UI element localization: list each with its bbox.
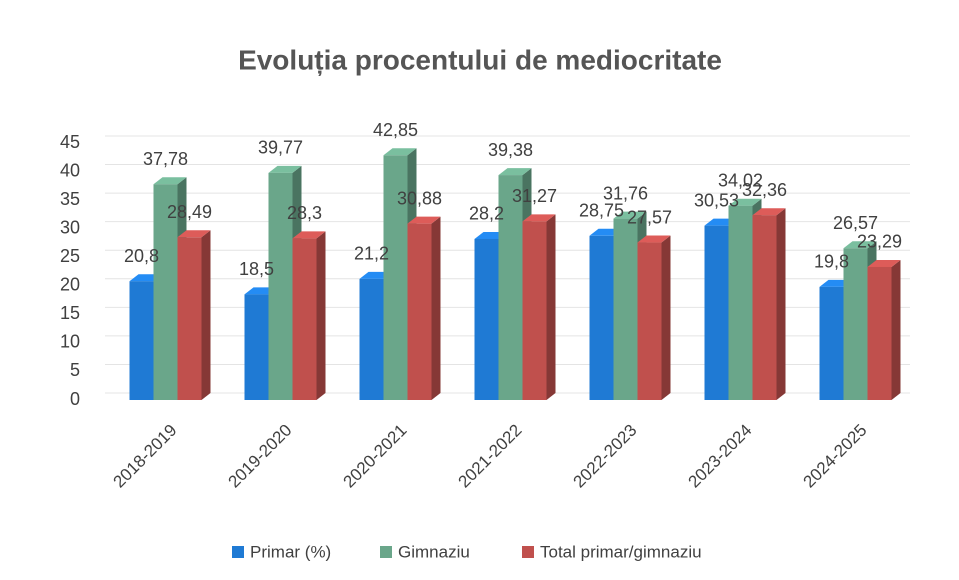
legend-swatch [380, 546, 392, 558]
data-label: 39,38 [488, 140, 533, 160]
bar [867, 266, 892, 400]
bar [843, 248, 868, 400]
legend-swatch [232, 546, 244, 558]
bar [129, 281, 154, 400]
bar [498, 175, 523, 400]
bar [177, 237, 202, 400]
y-tick-label: 20 [60, 275, 80, 295]
bar [407, 223, 432, 400]
bar-side [201, 230, 211, 400]
bar [819, 286, 844, 400]
bar [637, 242, 662, 400]
bar-top [292, 231, 326, 239]
bar [752, 215, 777, 400]
bar-side [431, 216, 441, 400]
data-label: 26,57 [833, 213, 878, 233]
bar-side [891, 259, 901, 400]
data-label: 30,88 [397, 188, 442, 208]
bar [359, 278, 384, 400]
bar [589, 235, 614, 400]
bar-side [546, 214, 556, 400]
bar-top [613, 211, 647, 219]
bar-top [268, 165, 302, 173]
legend-label: Primar (%) [250, 542, 331, 561]
bar-side [661, 235, 671, 400]
bar [153, 184, 178, 400]
data-label: 21,2 [354, 244, 389, 264]
y-tick-label: 30 [60, 217, 80, 237]
bar-top [728, 198, 762, 206]
bar-top [407, 216, 441, 224]
data-label: 34,02 [718, 170, 763, 190]
bar-top [177, 230, 211, 238]
bar-side [776, 208, 786, 400]
bar-top [752, 208, 786, 216]
y-tick-label: 0 [70, 389, 80, 409]
bar-top [522, 214, 556, 222]
y-tick-label: 5 [70, 360, 80, 380]
data-label: 18,5 [239, 259, 274, 279]
bar [268, 172, 293, 400]
data-label: 42,85 [373, 120, 418, 140]
data-label: 27,57 [627, 207, 672, 227]
legend-label: Gimnaziu [398, 542, 470, 561]
data-label: 28,75 [579, 201, 624, 221]
bar-top [843, 241, 877, 249]
bar-top [867, 259, 901, 267]
bar [383, 155, 408, 400]
y-tick-label: 40 [60, 160, 80, 180]
y-tick-label: 25 [60, 246, 80, 266]
bar-side [316, 231, 326, 400]
bar [728, 205, 753, 400]
data-label: 23,29 [857, 232, 902, 252]
legend-label: Total primar/gimnaziu [540, 542, 702, 561]
data-label: 31,27 [512, 186, 557, 206]
bar-top [383, 148, 417, 156]
bar-top [498, 168, 532, 176]
chart-title: Evoluția procentului de mediocritate [238, 44, 722, 75]
data-label: 28,3 [287, 203, 322, 223]
y-tick-label: 10 [60, 332, 80, 352]
y-tick-label: 35 [60, 189, 80, 209]
y-tick-label: 45 [60, 132, 80, 152]
data-label: 30,53 [694, 190, 739, 210]
bar [244, 294, 269, 400]
bar-top [637, 235, 671, 243]
data-label: 32,36 [742, 180, 787, 200]
data-label: 20,8 [124, 246, 159, 266]
data-label: 28,2 [469, 204, 504, 224]
bar-top [153, 177, 187, 185]
data-label: 39,77 [258, 138, 303, 158]
data-label: 37,78 [143, 149, 188, 169]
legend-swatch [522, 546, 534, 558]
bar [292, 238, 317, 400]
bar [613, 218, 638, 400]
data-label: 31,76 [603, 183, 648, 203]
bar [522, 221, 547, 400]
bar [474, 238, 499, 400]
y-tick-label: 15 [60, 303, 80, 323]
data-label: 28,49 [167, 202, 212, 222]
data-label: 19,8 [814, 252, 849, 272]
bar [704, 225, 729, 400]
